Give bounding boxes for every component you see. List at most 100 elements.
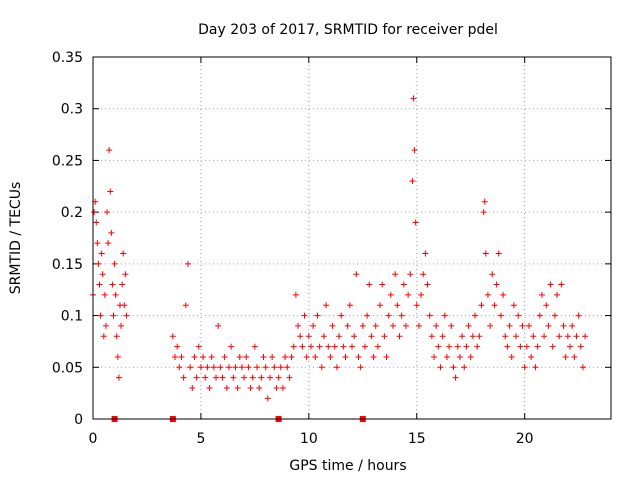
data-point bbox=[258, 374, 265, 381]
data-point bbox=[571, 353, 578, 360]
data-point bbox=[264, 395, 271, 402]
data-point bbox=[108, 229, 115, 236]
data-point bbox=[202, 374, 209, 381]
data-point bbox=[101, 291, 108, 298]
data-point bbox=[325, 343, 332, 350]
data-point bbox=[528, 353, 535, 360]
data-point bbox=[96, 281, 103, 288]
data-point bbox=[510, 302, 517, 309]
data-point bbox=[536, 312, 543, 319]
data-point bbox=[98, 250, 105, 257]
data-point bbox=[441, 312, 448, 319]
data-point bbox=[331, 343, 338, 350]
data-point bbox=[273, 384, 280, 391]
data-point bbox=[189, 384, 196, 391]
data-point bbox=[525, 322, 532, 329]
data-point bbox=[234, 384, 241, 391]
data-point bbox=[478, 302, 485, 309]
x-tick-label: 20 bbox=[516, 431, 534, 447]
plot-frame bbox=[92, 56, 612, 420]
data-point bbox=[323, 302, 330, 309]
data-point bbox=[245, 364, 252, 371]
data-point bbox=[415, 322, 422, 329]
data-point bbox=[385, 312, 392, 319]
data-point bbox=[504, 343, 511, 350]
data-point bbox=[392, 271, 399, 278]
x-tick-label: 5 bbox=[196, 431, 205, 447]
data-point bbox=[271, 364, 278, 371]
data-point bbox=[361, 343, 368, 350]
data-point bbox=[100, 333, 107, 340]
data-point bbox=[543, 302, 550, 309]
data-point bbox=[480, 209, 487, 216]
data-point bbox=[111, 260, 118, 267]
data-point bbox=[316, 343, 323, 350]
data-point bbox=[349, 343, 355, 350]
data-point bbox=[407, 271, 414, 278]
data-point bbox=[120, 250, 127, 257]
data-point bbox=[545, 322, 552, 329]
data-point bbox=[215, 322, 222, 329]
data-point bbox=[538, 291, 545, 298]
data-point bbox=[97, 312, 104, 319]
data-point bbox=[420, 271, 427, 278]
data-point bbox=[463, 343, 470, 350]
data-point bbox=[95, 260, 102, 267]
data-point bbox=[364, 312, 371, 319]
x-axis-label: GPS time / hours bbox=[289, 458, 406, 474]
data-point bbox=[476, 333, 483, 340]
data-point bbox=[241, 374, 248, 381]
data-point bbox=[193, 374, 200, 381]
y-tick-label: 0.05 bbox=[52, 360, 83, 376]
data-point bbox=[487, 322, 494, 329]
data-point bbox=[176, 364, 183, 371]
data-point bbox=[336, 333, 343, 340]
data-point bbox=[387, 291, 394, 298]
data-point bbox=[357, 364, 364, 371]
data-point bbox=[113, 333, 120, 340]
data-point bbox=[269, 353, 276, 360]
data-point bbox=[110, 312, 117, 319]
data-point bbox=[102, 322, 109, 329]
data-point bbox=[474, 343, 481, 350]
data-point bbox=[435, 343, 442, 350]
data-point bbox=[180, 374, 187, 381]
data-point bbox=[172, 353, 179, 360]
data-point bbox=[495, 250, 502, 257]
data-point bbox=[579, 364, 586, 371]
data-point bbox=[582, 333, 589, 340]
data-point bbox=[450, 364, 457, 371]
x-tick-label: 15 bbox=[408, 431, 426, 447]
data-point bbox=[413, 302, 420, 309]
data-point bbox=[426, 312, 433, 319]
data-point bbox=[459, 333, 466, 340]
data-point bbox=[236, 353, 243, 360]
data-point bbox=[558, 281, 565, 288]
data-point bbox=[256, 384, 263, 391]
data-point bbox=[398, 312, 405, 319]
data-point bbox=[372, 322, 379, 329]
data-point bbox=[400, 281, 407, 288]
data-point bbox=[433, 322, 440, 329]
x-tick-label: 10 bbox=[300, 431, 318, 447]
data-point bbox=[318, 364, 325, 371]
data-point bbox=[121, 302, 128, 309]
data-point bbox=[566, 343, 573, 350]
data-point bbox=[446, 343, 453, 350]
data-point bbox=[327, 353, 334, 360]
data-point bbox=[187, 364, 194, 371]
data-point bbox=[338, 312, 345, 319]
data-point bbox=[381, 333, 388, 340]
data-point bbox=[370, 353, 377, 360]
data-point bbox=[562, 353, 569, 360]
data-point bbox=[204, 364, 211, 371]
data-point bbox=[577, 343, 584, 350]
data-point bbox=[182, 302, 189, 309]
data-point bbox=[107, 188, 114, 195]
data-point bbox=[517, 343, 524, 350]
data-point bbox=[279, 384, 286, 391]
data-point bbox=[359, 322, 366, 329]
tick-labels: 0 0.05 0.1 0.15 0.2 0.25 0.3 0.35 0 5 10 15 20 bbox=[52, 50, 534, 447]
data-point bbox=[104, 209, 111, 216]
data-point bbox=[500, 291, 507, 298]
